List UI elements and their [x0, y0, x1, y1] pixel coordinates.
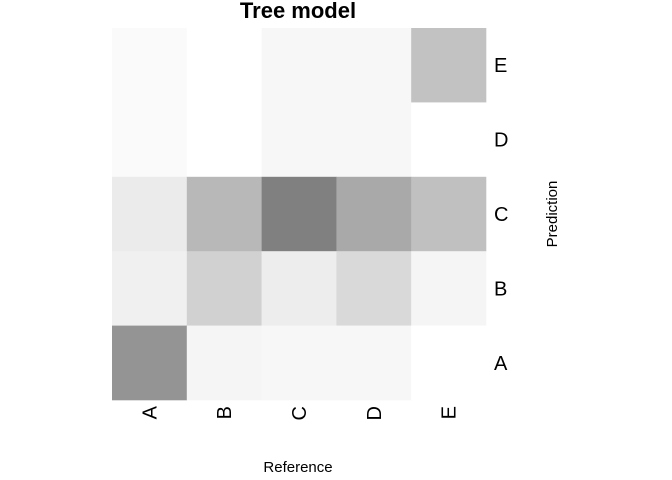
heatmap-cell-d-e — [336, 28, 412, 103]
heatmap-cell-b-d — [186, 102, 262, 178]
y-tick-label-d: D — [494, 130, 508, 152]
y-tick-label-b: B — [494, 278, 507, 300]
heatmap-cell-a-e — [112, 28, 188, 103]
x-axis-label: Reference — [263, 459, 332, 476]
y-axis-label: Prediction — [544, 181, 561, 248]
heatmap-cell-a-c — [112, 176, 188, 252]
x-tick-label-d: D — [364, 406, 386, 420]
heatmap-cell-c-e — [261, 28, 337, 103]
heatmap-cell-e-a — [411, 325, 487, 401]
heatmap-cell-d-d — [336, 102, 412, 178]
heatmap-cell-a-b — [112, 251, 188, 326]
chart-title: Tree model — [240, 0, 356, 23]
heatmap-cell-a-a — [112, 325, 188, 401]
heatmap-cell-c-a — [261, 325, 337, 401]
heatmap-cell-b-c — [186, 176, 262, 252]
x-tick-label-e: E — [439, 406, 461, 419]
heatmap-cell-c-d — [261, 102, 337, 178]
heatmap-cell-d-c — [336, 176, 412, 252]
heatmap-cell-b-b — [186, 251, 262, 326]
heatmap-cell-c-c — [261, 176, 337, 252]
heatmap-cell-c-b — [261, 251, 337, 326]
x-tick-label-c: C — [289, 406, 311, 420]
y-tick-label-c: C — [494, 204, 508, 226]
heatmap-cell-b-e — [186, 28, 262, 103]
y-tick-label-a: A — [494, 353, 508, 375]
heatmap-cell-d-b — [336, 251, 412, 326]
heatmap-cell-d-a — [336, 325, 412, 401]
heatmap-cell-e-b — [411, 251, 487, 326]
heatmap-cells — [112, 28, 487, 401]
heatmap-cell-a-d — [112, 102, 188, 178]
heatmap-cell-e-e — [411, 28, 487, 103]
x-tick-labels: A B C D E — [139, 405, 460, 420]
heatmap-cell-e-c — [411, 176, 487, 252]
x-tick-label-a: A — [139, 405, 161, 419]
y-tick-label-e: E — [494, 55, 507, 77]
heatmap-cell-b-a — [186, 325, 262, 401]
y-tick-labels: A B C D E — [494, 55, 508, 375]
x-tick-label-b: B — [214, 406, 236, 419]
heatmap-cell-e-d — [411, 102, 487, 178]
